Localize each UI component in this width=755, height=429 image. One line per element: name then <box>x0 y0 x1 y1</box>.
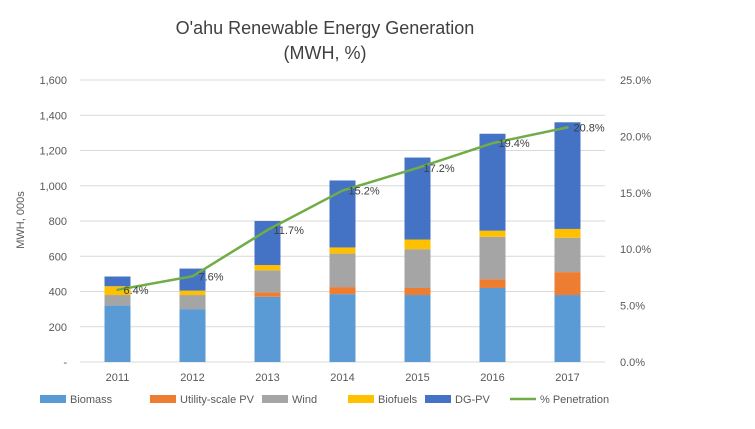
bar-biofuels <box>554 228 581 238</box>
bar-wind <box>554 237 581 273</box>
bar-biomass <box>104 305 131 362</box>
bar-utility-scale-pv <box>329 287 356 295</box>
x-tick-label: 2017 <box>555 372 579 384</box>
legend-swatch <box>262 395 288 403</box>
legend-swatch <box>150 395 176 403</box>
bar-wind <box>404 249 431 288</box>
y-tick-label: 1,000 <box>39 181 67 193</box>
legend-label: Biomass <box>70 394 113 406</box>
bar-biofuels <box>329 247 356 254</box>
bar-biomass <box>329 294 356 362</box>
x-tick-label: 2012 <box>180 372 204 384</box>
y-tick-label: 600 <box>49 251 67 263</box>
y2-tick-label: 15.0% <box>620 188 651 200</box>
y-axis-label: MWH, 000s <box>15 191 27 249</box>
bar-biofuels <box>254 265 281 271</box>
x-tick-label: 2016 <box>480 372 504 384</box>
bar-wind <box>329 253 356 288</box>
data-label: 19.4% <box>499 138 530 150</box>
legend-label: Utility-scale PV <box>180 394 255 406</box>
chart-subtitle: (MWH, %) <box>283 43 367 63</box>
bar-biomass <box>254 296 281 362</box>
y-tick-label: 400 <box>49 287 67 299</box>
data-label: 11.7% <box>274 225 305 237</box>
data-label: 7.6% <box>199 271 224 283</box>
x-tick-label: 2014 <box>330 372 354 384</box>
bar-utility-scale-pv <box>254 292 281 297</box>
x-tick-label: 2011 <box>106 372 130 384</box>
bar-utility-scale-pv <box>479 279 506 288</box>
bar-wind <box>179 295 206 310</box>
bar-utility-scale-pv <box>554 272 581 296</box>
legend-label: Biofuels <box>378 394 418 406</box>
bar-biomass <box>179 309 206 362</box>
bar-dg-pv <box>104 276 131 287</box>
gridlines <box>80 79 605 363</box>
bar-biofuels <box>404 239 431 250</box>
chart-title-block: O'ahu Renewable Energy Generation (MWH, … <box>0 16 650 66</box>
legend-label: DG-PV <box>455 394 491 406</box>
chart-title: O'ahu Renewable Energy Generation <box>175 18 475 38</box>
data-label: 20.8% <box>574 122 605 134</box>
bar-wind <box>479 236 506 280</box>
data-label: 17.2% <box>424 163 455 175</box>
bar-biomass <box>404 295 431 362</box>
legend-label: % Penetration <box>540 394 609 406</box>
bar-biomass <box>554 295 581 362</box>
bar-dg-pv <box>554 122 581 229</box>
y-tick-label: - <box>63 357 67 369</box>
x-tick-label: 2015 <box>405 372 429 384</box>
y2-tick-label: 10.0% <box>620 244 651 256</box>
bar-dg-pv <box>479 133 506 231</box>
legend-swatch <box>40 395 66 403</box>
y2-tick-label: 25.0% <box>620 75 651 87</box>
y-tick-label: 1,400 <box>39 110 67 122</box>
bars <box>104 122 581 362</box>
penetration-line: 6.4% 7.6% 11.7% 15.2% 17.2% 19.4% 20.8% <box>116 122 605 297</box>
y-tick-label: 800 <box>49 216 67 228</box>
axes: - 200 400 600 800 1,000 1,200 1,400 1,600 0.0% 5.0… <box>39 75 651 384</box>
bar-wind <box>104 295 131 306</box>
bar-biomass <box>479 287 506 362</box>
data-label: 6.4% <box>124 285 149 297</box>
y2-tick-label: 5.0% <box>620 301 645 313</box>
legend-label: Wind <box>292 394 317 406</box>
y2-tick-label: 0.0% <box>620 357 645 369</box>
y2-tick-label: 20.0% <box>620 131 651 143</box>
bar-dg-pv <box>254 221 281 266</box>
bar-biofuels <box>479 230 506 237</box>
x-tick-label: 2013 <box>255 372 279 384</box>
bar-utility-scale-pv <box>404 287 431 296</box>
legend-swatch <box>425 395 451 403</box>
bar-dg-pv <box>179 268 206 291</box>
y-tick-label: 1,600 <box>39 75 67 87</box>
bar-biofuels <box>179 290 206 296</box>
bar-wind <box>254 270 281 293</box>
penetration-line-path <box>116 126 569 292</box>
data-label: 15.2% <box>349 186 380 198</box>
y-tick-label: 1,200 <box>39 146 67 158</box>
legend-swatch <box>348 395 374 403</box>
legend: Biomass Utility-scale PV Wind Biofuels DG-PV… <box>40 394 609 406</box>
y-tick-label: 200 <box>49 322 67 334</box>
